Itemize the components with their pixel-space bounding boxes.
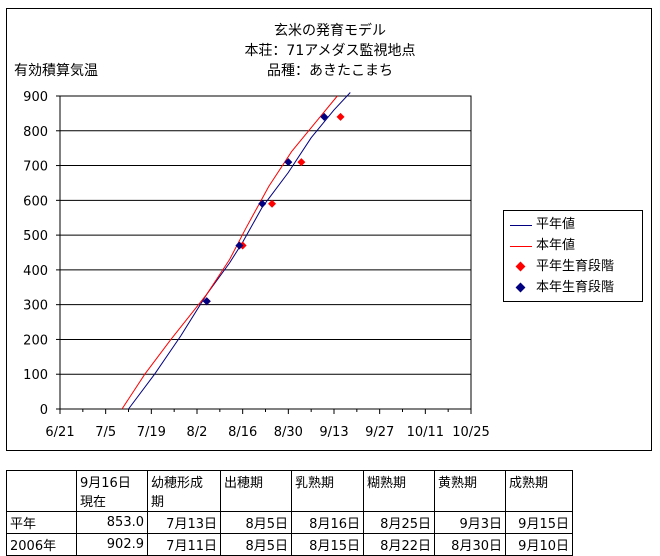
table-header-cell: 成熟期 [505, 470, 573, 512]
y-tick-label: 300 [23, 299, 48, 314]
chart-title-line-2: 本荘：71アメダス監視地点 [244, 43, 416, 59]
stage-marker-2 [268, 199, 277, 208]
y-tick-label: 800 [23, 125, 48, 140]
x-tick-label: 7/19 [137, 425, 166, 440]
y-tick-label: 200 [23, 333, 48, 348]
y-axis-label: 有効積算気温 [14, 63, 98, 79]
table-row: 平年 853.0 7月13日 8月5日 8月16日 8月25日 9月3日 9月1… [6, 511, 573, 534]
stage-marker-3 [320, 112, 329, 121]
table-header-cell: 9月16日 現在 [76, 470, 148, 512]
table-header-cell: 糊熟期 [363, 470, 435, 512]
table-header-row: 9月16日 現在 幼穂形成 期 出穂期 乳熟期 糊熟期 黄熟期 成熟期 [6, 470, 573, 512]
growth-stage-table: 9月16日 現在 幼穂形成 期 出穂期 乳熟期 糊熟期 黄熟期 成熟期 平年 8… [6, 470, 573, 556]
x-tick-label: 9/27 [365, 425, 394, 440]
legend-label-normal-stage: 平年生育段階 [536, 259, 615, 274]
table-row: 2006年 902.9 7月11日 8月5日 8月15日 8月22日 8月30日… [6, 533, 573, 556]
table-cell: 8月22日 [363, 533, 435, 556]
y-tick-label: 100 [23, 368, 48, 383]
table-header-cell: 幼穂形成 期 [147, 470, 221, 512]
legend-label-current-line: 本年値 [536, 238, 576, 253]
table-cell: 9月3日 [434, 511, 506, 534]
x-tick-label: 10/25 [452, 425, 489, 440]
table-cell: 7月13日 [147, 511, 221, 534]
chart-title-line-1: 玄米の発育モデル [274, 23, 386, 39]
table-cell: 8月16日 [291, 511, 364, 534]
table-cell: 8月15日 [291, 533, 364, 556]
y-tick-label: 700 [23, 160, 48, 175]
stage-marker-3 [202, 297, 211, 306]
x-tick-label: 8/2 [187, 425, 208, 440]
chart-frame [6, 8, 652, 451]
stage-marker-3 [235, 241, 244, 250]
table-cell: 平年 [6, 511, 77, 534]
table-cell: 8月5日 [220, 511, 292, 534]
y-tick-label: 0 [40, 403, 48, 418]
table-header-cell: 黄熟期 [434, 470, 506, 512]
table-cell: 9月10日 [505, 533, 573, 556]
table-cell: 902.9 [76, 533, 148, 556]
x-tick-label: 9/13 [319, 425, 348, 440]
table-cell: 7月11日 [147, 533, 221, 556]
stage-marker-2 [297, 158, 306, 167]
table-cell: 853.0 [76, 511, 148, 534]
table-cell: 9月15日 [505, 511, 573, 534]
x-tick-label: 8/30 [274, 425, 303, 440]
chart-title-line-3: 品種：あきたこまち [267, 63, 393, 79]
x-tick-label: 7/5 [95, 425, 116, 440]
legend-item-normal-stage: 平年生育段階 [510, 257, 614, 277]
stage-marker-2 [336, 112, 345, 121]
y-tick-label: 900 [23, 90, 48, 105]
stage-marker-3 [258, 199, 267, 208]
plot-border [59, 95, 472, 410]
plot-area: 0 100 200 300 400 500 600 700 800 900 6/21 7/5 7/19 8… [23, 90, 490, 440]
stage-marker-3 [284, 158, 293, 167]
x-tick-label: 6/21 [45, 425, 74, 440]
table-cell: 8月25日 [363, 511, 435, 534]
table-header-cell [6, 470, 77, 512]
table-header-cell: 出穂期 [220, 470, 292, 512]
legend-item-current-stage: 本年生育段階 [510, 278, 614, 298]
y-tick-label: 600 [23, 194, 48, 209]
legend-label-current-stage: 本年生育段階 [536, 280, 615, 295]
legend-item-current-line: 本年値 [510, 236, 575, 256]
x-tick-label: 8/16 [228, 425, 257, 440]
x-tick-label: 10/11 [407, 425, 444, 440]
table-cell: 2006年 [6, 533, 77, 556]
table-header-cell: 乳熟期 [291, 470, 364, 512]
y-tick-label: 500 [23, 229, 48, 244]
table-cell: 8月5日 [220, 533, 292, 556]
legend-label-normal-line: 平年値 [536, 217, 576, 232]
legend-item-normal-line: 平年値 [510, 215, 575, 235]
table-cell: 8月30日 [434, 533, 506, 556]
legend: 平年値 本年値 平年生育段階 本年生育段階 [503, 210, 643, 302]
y-tick-label: 400 [23, 264, 48, 279]
